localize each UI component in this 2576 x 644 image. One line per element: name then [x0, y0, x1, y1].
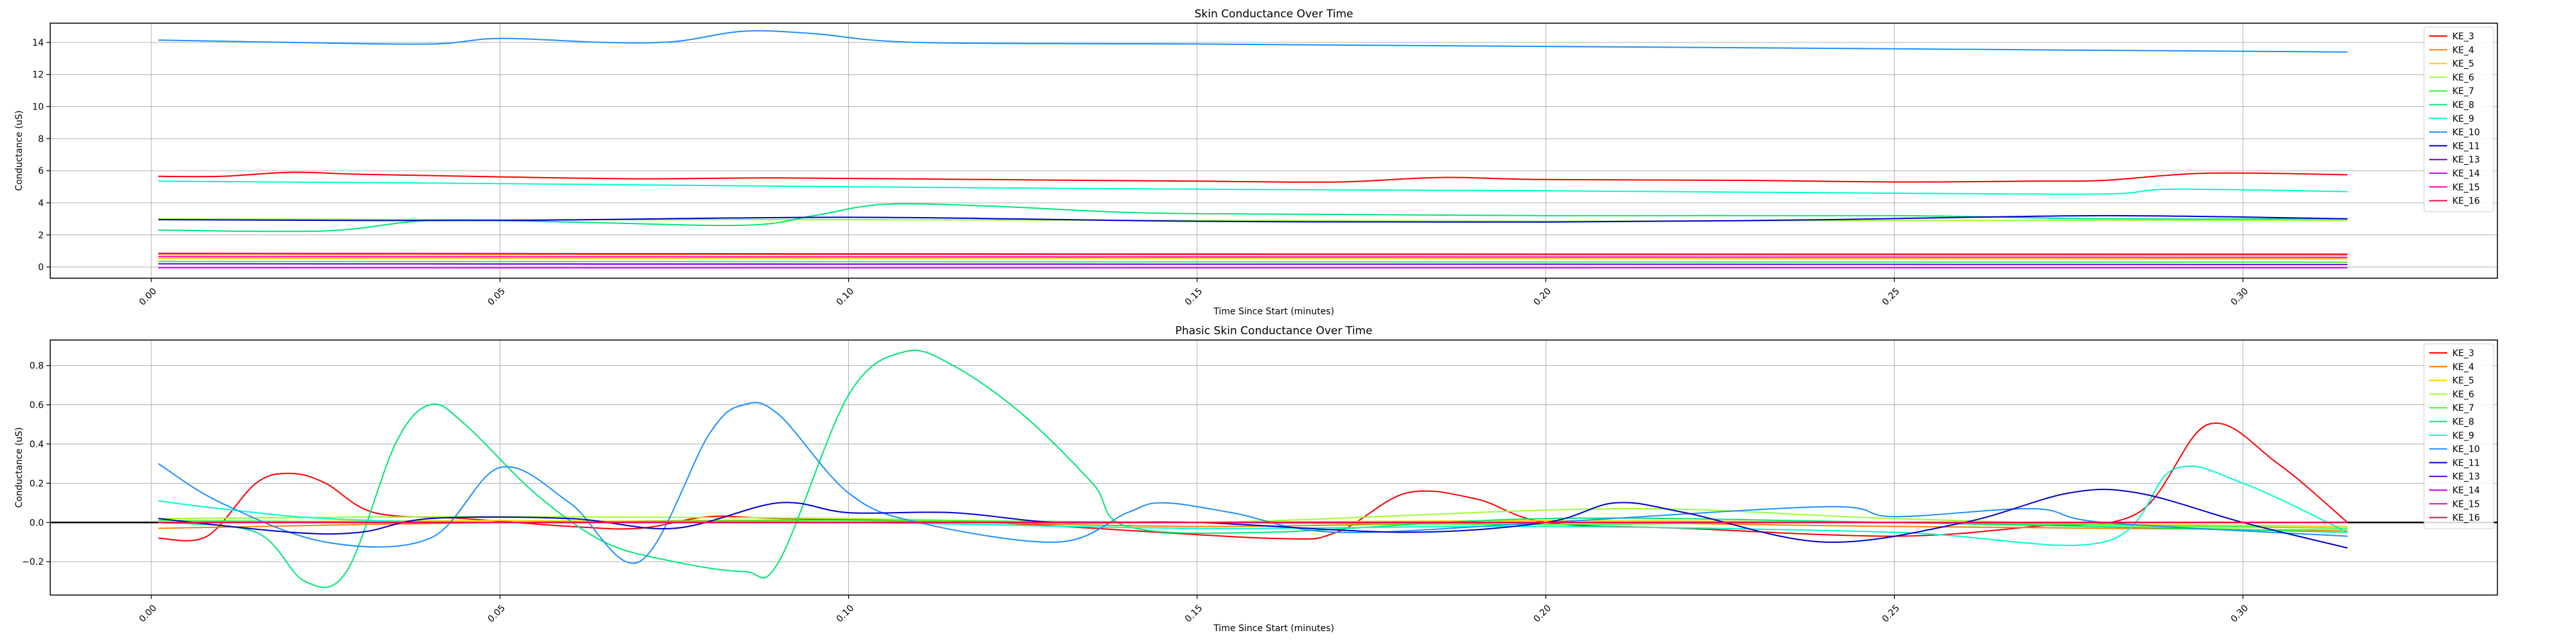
x-tick-label: 0.10: [835, 286, 856, 307]
legend-entry: KE_11: [2452, 141, 2480, 151]
chart-title: Skin Conductance Over Time: [1195, 8, 1353, 21]
x-tick-label: 0.10: [835, 603, 856, 624]
series-line-ke-3: [158, 171, 2348, 183]
x-tick-label: 0.00: [137, 286, 158, 307]
legend: KE_3 KE_4 KE_5 KE_6 KE_7 KE_8 KE_9 KE_10 KE_11 KE…: [2423, 343, 2494, 529]
legend-entry: KE_10: [2452, 444, 2480, 455]
legend-entry: KE_9: [2452, 114, 2474, 124]
x-tick-label: 0.05: [486, 286, 507, 307]
legend-entry: KE_13: [2452, 472, 2480, 482]
series-line-ke-9: [158, 465, 2348, 546]
series-line-ke-8: [158, 350, 2348, 589]
y-tick-label: 14: [32, 38, 44, 48]
y-tick-label: 0.6: [30, 401, 44, 411]
series-line-ke-9: [158, 180, 2348, 195]
legend-entry: KE_16: [2452, 513, 2480, 524]
legend-entry: KE_4: [2452, 45, 2474, 55]
y-tick-label: 0.8: [30, 361, 44, 372]
series-line-ke-5: [158, 257, 2348, 260]
y-axis-label: Conductance (uS): [14, 427, 24, 507]
plot-frame: [50, 23, 2498, 279]
legend-entry: KE_15: [2452, 182, 2480, 193]
legend-entry: KE_8: [2452, 417, 2474, 428]
series-line-ke-7: [158, 260, 2348, 263]
legend-entry: KE_9: [2452, 431, 2474, 441]
y-tick-label: 8: [38, 134, 44, 144]
x-tick-label: 0.20: [1531, 286, 1553, 307]
legend-entry: KE_16: [2452, 196, 2480, 207]
x-tick-label: 0.30: [2229, 286, 2250, 307]
y-tick-label: 6: [38, 166, 44, 176]
legend-entry: KE_14: [2452, 169, 2480, 179]
legend-entry: KE_4: [2452, 362, 2474, 372]
series-line-ke-16: [158, 252, 2348, 255]
y-tick-label: 0: [38, 263, 44, 273]
y-tick-label: 4: [38, 198, 44, 209]
series-line-ke-10: [158, 402, 2348, 564]
legend-entry: KE_6: [2452, 73, 2474, 83]
y-axis-label: Conductance (uS): [14, 110, 24, 191]
legend-entry: KE_6: [2452, 390, 2474, 400]
x-tick-label: 0.15: [1183, 286, 1204, 307]
series-line-ke-8: [158, 203, 2348, 232]
legend: KE_3 KE_4 KE_5 KE_6 KE_7 KE_8 KE_9 KE_10 KE_11 KE…: [2423, 26, 2494, 213]
legend-entry: KE_13: [2452, 155, 2480, 166]
x-axis-label: Time Since Start (minutes): [1213, 623, 1334, 634]
y-tick-label: 0.4: [30, 439, 44, 450]
legend-entry: KE_8: [2452, 100, 2474, 111]
y-tick-label: 12: [32, 70, 44, 80]
series-line-ke-11: [158, 214, 2348, 223]
legend-entry: KE_14: [2452, 486, 2480, 496]
x-tick-label: 0.05: [486, 603, 507, 624]
legend-entry: KE_7: [2452, 403, 2474, 413]
x-tick-label: 0.30: [2229, 603, 2250, 624]
series-line-ke-11: [158, 488, 2348, 549]
series-line-ke-10: [158, 30, 2348, 53]
chart-title: Phasic Skin Conductance Over Time: [1175, 325, 1372, 337]
chart-1: 0.00 0.05 0.10 0.15 0.20 0.25 0.30 0 2 4 6 8 10 12 14 S…: [14, 8, 2498, 317]
y-tick-label: 0.2: [30, 478, 44, 489]
chart-2: 0.00 0.05 0.10 0.15 0.20 0.25 0.30 −0.2 0.0 0.2 0.…: [14, 325, 2498, 634]
x-tick-label: 0.15: [1183, 603, 1204, 624]
legend-entry: KE_10: [2452, 128, 2480, 138]
legend-entry: KE_5: [2452, 59, 2474, 70]
x-tick-label: 0.00: [137, 603, 158, 624]
series-line-ke-13: [158, 263, 2348, 265]
legend-box: [2423, 343, 2494, 529]
legend-entry: KE_3: [2452, 348, 2474, 359]
x-tick-label: 0.25: [1880, 603, 1902, 624]
legend-box: [2423, 26, 2494, 213]
x-axis-label: Time Since Start (minutes): [1213, 307, 1334, 317]
legend-entry: KE_5: [2452, 376, 2474, 386]
x-tick-label: 0.20: [1531, 603, 1553, 624]
series-line-ke-15: [158, 256, 2348, 258]
y-tick-label: 2: [38, 231, 44, 241]
x-tick-label: 0.25: [1880, 286, 1902, 307]
legend-entry: KE_11: [2452, 458, 2480, 468]
y-tick-label: −0.2: [22, 557, 44, 567]
y-tick-label: 0.0: [30, 518, 44, 528]
y-tick-label: 10: [32, 102, 44, 113]
legend-entry: KE_7: [2452, 86, 2474, 97]
legend-entry: KE_15: [2452, 499, 2480, 509]
series-line-ke-6: [158, 218, 2348, 222]
plot-frame: [50, 339, 2498, 596]
legend-entry: KE_3: [2452, 32, 2474, 42]
